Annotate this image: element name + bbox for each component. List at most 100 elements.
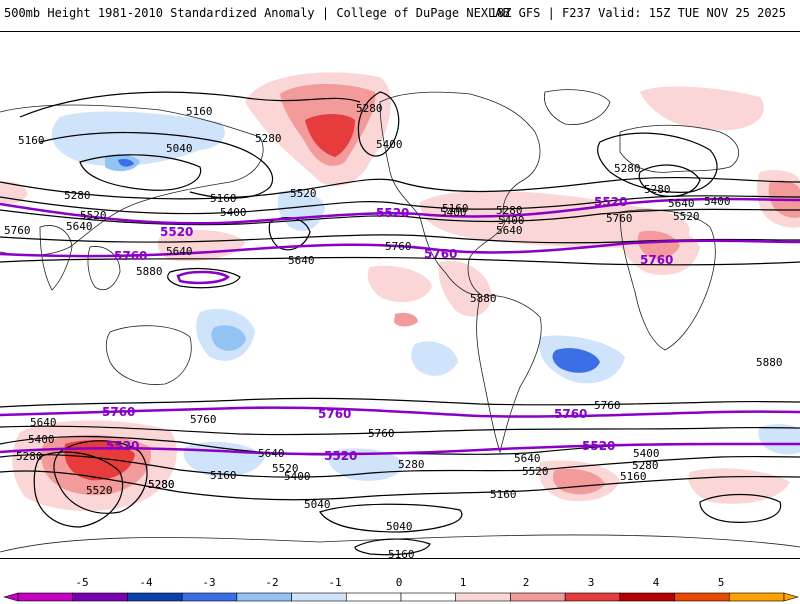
contour-label: 5280 <box>398 458 425 471</box>
colorbar-tick: 2 <box>522 576 530 589</box>
pos-anomaly-central-pacific <box>367 265 432 303</box>
model-run-info: 18Z GFS | F237 Valid: 15Z TUE NOV 25 202… <box>489 6 786 20</box>
contour-label: 5160 <box>490 488 517 501</box>
contour-label: 5520 <box>106 439 139 453</box>
contour-label: 5400 <box>376 138 403 151</box>
contour-label: 5640 <box>288 254 315 267</box>
contour-label: 5400 <box>220 206 247 219</box>
contour-label: 5640 <box>66 220 93 233</box>
coast-antarctica <box>0 534 800 553</box>
highlight-contour-labels: 5520 5760 5520 5760 5520 5760 5760 5760 … <box>102 195 673 463</box>
coast-south-america <box>476 295 542 454</box>
coast-greenland <box>543 89 611 125</box>
coast-europe <box>619 124 740 173</box>
contour-label: 5760 <box>190 413 217 426</box>
contour-label: 5760 <box>102 405 135 419</box>
pos-anomaly-indian-ocean <box>688 468 790 504</box>
contour-label: 5520 <box>324 449 357 463</box>
contour-label: 5760 <box>424 247 457 261</box>
colorbar-right-arrow <box>783 592 800 602</box>
contour-label: 5160 <box>210 192 237 205</box>
pos-anomaly-africa-core <box>637 230 680 259</box>
neg-anomaly-south-america-core <box>552 348 600 373</box>
contour-label: 5040 <box>386 520 413 533</box>
coast-india <box>39 225 73 291</box>
map-panel[interactable]: 5160 5280 5160 5280 5400 5040 5280 5160 … <box>0 31 800 559</box>
contour-label: 5640 <box>30 416 57 429</box>
contour-label: 5760 <box>606 212 633 225</box>
contour-label: 5760 <box>385 240 412 253</box>
neg-anomaly-south-pacific-core <box>211 325 246 351</box>
contour-label: 5880 <box>136 265 163 278</box>
colorbar-tick: 3 <box>587 576 595 589</box>
contour-label: 5760 <box>114 249 147 263</box>
contour-label: 5520 <box>160 225 193 239</box>
contour-label: 5400 <box>704 195 731 208</box>
colorbar-tick: 5 <box>717 576 725 589</box>
contour-label: 5880 <box>756 356 783 369</box>
contour-label: 5400 <box>28 433 55 446</box>
colorbar-tick: -5 <box>75 576 89 589</box>
contour-labels: 5160 5280 5160 5280 5400 5040 5280 5160 … <box>4 102 783 558</box>
contour-label: 5520 <box>376 206 409 220</box>
contour-label: 5280 <box>632 459 659 472</box>
pos-anomaly-north-pacific-peak <box>305 114 355 157</box>
contour-label: 5040 <box>304 498 331 511</box>
pos-anomaly-central-pacific-core <box>394 312 418 327</box>
contour-label: 5160 <box>620 470 647 483</box>
contour-label: 5640 <box>166 245 193 258</box>
contour-label: 5400 <box>440 206 467 219</box>
contour-label: 5520 <box>86 484 113 497</box>
contour-label: 5880 <box>470 292 497 305</box>
contour-label: 5400 <box>633 447 660 460</box>
contour-label: 5520 <box>522 465 549 478</box>
contour-label: 5160 <box>186 105 213 118</box>
contour-label: 5520 <box>582 439 615 453</box>
contour-label: 5760 <box>554 407 587 421</box>
contour-label: 5280 <box>255 132 282 145</box>
highlight-contours <box>0 197 800 456</box>
contour-label: 5520 <box>594 195 627 209</box>
anomaly-map[interactable]: 5160 5280 5160 5280 5400 5040 5280 5160 … <box>0 32 800 558</box>
contour-label: 5280 <box>614 162 641 175</box>
contour-label: 5640 <box>668 197 695 210</box>
contour-label: 5280 <box>148 478 175 491</box>
contour-label: 5160 <box>210 469 237 482</box>
neg-anomaly-siberia-peak <box>118 159 134 167</box>
colorbar-left-arrow <box>2 592 19 602</box>
contour-label: 5280 <box>496 204 523 217</box>
contour-label: 5520 <box>272 462 299 475</box>
contour-label: 5160 <box>388 548 415 558</box>
contour-label: 5280 <box>356 102 383 115</box>
colorbar-tick: -2 <box>265 576 279 589</box>
coast-africa <box>619 209 716 351</box>
contour-label: 5280 <box>16 450 43 463</box>
neg-anomaly-mid-pacific <box>411 341 458 376</box>
map-title: 500mb Height 1981-2010 Standardized Anom… <box>4 6 510 20</box>
colorbar-tick: 4 <box>652 576 660 589</box>
contour-label: 5400 <box>284 470 311 483</box>
contour-label: 5520 <box>80 209 107 222</box>
neg-anomaly-far-east <box>758 424 800 455</box>
contour-label: 5760 <box>318 407 351 421</box>
pos-anomaly-mexico <box>438 261 492 317</box>
contour-label: 5760 <box>4 224 31 237</box>
contour-label: 5640 <box>258 447 285 460</box>
contour-label: 5760 <box>594 399 621 412</box>
neg-anomaly-southern-ocean-east <box>328 448 405 481</box>
colorbar-tick: -1 <box>328 576 342 589</box>
coast-australia <box>105 325 192 385</box>
colorbar: -5 -4 -3 -2 -1 0 1 2 3 4 5 <box>0 570 800 602</box>
coast-southeast-asia <box>87 246 121 291</box>
contour-label: 5160 <box>18 134 45 147</box>
contour-label: 5040 <box>166 142 193 155</box>
colorbar-tick: -3 <box>202 576 216 589</box>
contour-label: 5640 <box>496 224 523 237</box>
contour-label: 5760 <box>640 253 673 267</box>
contour-label: 5400 <box>498 214 525 227</box>
colorbar-tick: 1 <box>459 576 467 589</box>
contour-label: 5520 <box>673 210 700 223</box>
contour-label: 5280 <box>148 478 175 491</box>
colorbar-tick: -4 <box>139 576 153 589</box>
contour-label: 5280 <box>64 189 91 202</box>
